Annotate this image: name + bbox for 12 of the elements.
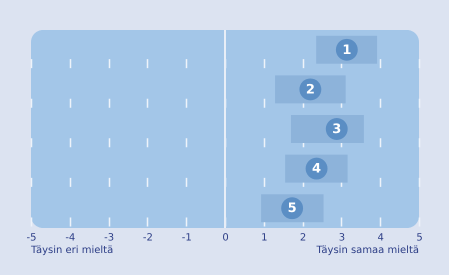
x-tick-label: 2 <box>300 232 306 244</box>
x-tick-label: 1 <box>261 232 268 244</box>
text: Täysin eri mieltä <box>30 245 114 256</box>
x-tick-label: 4 <box>378 232 384 244</box>
x-tick-label: -5 <box>26 232 36 244</box>
x-tick-label: 5 <box>416 232 423 244</box>
x-tick-label: 0 <box>222 232 229 244</box>
x-tick-label: -3 <box>104 232 114 244</box>
text: Täysin samaa mieltä <box>315 245 419 256</box>
x-tick-label: -1 <box>182 232 192 244</box>
x-tick-label: -4 <box>65 232 76 244</box>
x-tick-label: -2 <box>142 232 153 244</box>
